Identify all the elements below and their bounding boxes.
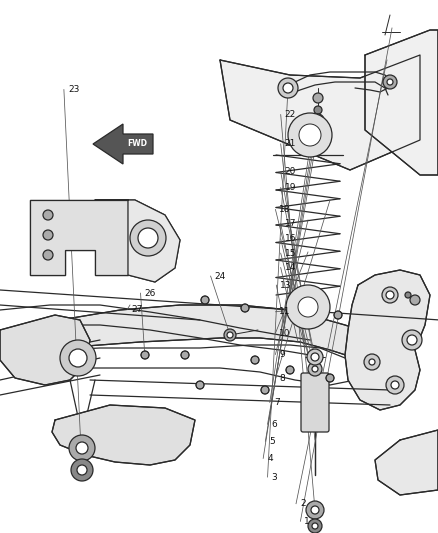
Circle shape <box>311 353 319 361</box>
Circle shape <box>196 381 204 389</box>
Text: 24: 24 <box>215 272 226 280</box>
Polygon shape <box>0 315 90 385</box>
Polygon shape <box>30 200 128 275</box>
FancyBboxPatch shape <box>301 373 329 432</box>
Circle shape <box>369 359 375 365</box>
Polygon shape <box>95 200 180 282</box>
Text: 8: 8 <box>279 374 285 383</box>
Circle shape <box>382 287 398 303</box>
Text: 17: 17 <box>285 220 296 228</box>
Circle shape <box>224 329 236 341</box>
Circle shape <box>386 376 404 394</box>
Text: 13: 13 <box>280 281 292 289</box>
Circle shape <box>313 93 323 103</box>
Circle shape <box>312 523 318 529</box>
Circle shape <box>383 75 397 89</box>
Circle shape <box>312 114 324 126</box>
Circle shape <box>43 230 53 240</box>
Circle shape <box>311 506 319 514</box>
Text: 4: 4 <box>267 454 273 463</box>
Circle shape <box>241 304 249 312</box>
Circle shape <box>326 374 334 382</box>
Polygon shape <box>375 430 438 495</box>
Circle shape <box>402 330 422 350</box>
Circle shape <box>334 311 342 319</box>
Circle shape <box>364 354 380 370</box>
Text: 14: 14 <box>285 263 296 272</box>
Circle shape <box>201 296 209 304</box>
Text: 20: 20 <box>285 167 296 176</box>
Circle shape <box>299 124 321 146</box>
Text: 16: 16 <box>285 235 296 243</box>
Text: 21: 21 <box>285 140 296 148</box>
Circle shape <box>43 250 53 260</box>
Circle shape <box>261 386 269 394</box>
Polygon shape <box>345 270 430 410</box>
Circle shape <box>138 228 158 248</box>
Circle shape <box>286 366 294 374</box>
Circle shape <box>283 83 293 93</box>
Circle shape <box>69 349 87 367</box>
Circle shape <box>60 340 96 376</box>
Text: 10: 10 <box>279 329 291 337</box>
Text: 26: 26 <box>145 289 156 297</box>
Circle shape <box>306 501 324 519</box>
Text: FWD: FWD <box>127 140 147 149</box>
Text: 15: 15 <box>285 249 296 257</box>
Text: 2: 2 <box>300 499 306 508</box>
Text: 22: 22 <box>285 110 296 119</box>
Text: 1: 1 <box>304 517 310 526</box>
Text: 9: 9 <box>279 350 285 359</box>
Circle shape <box>410 295 420 305</box>
Circle shape <box>298 297 318 317</box>
Text: 6: 6 <box>272 420 277 429</box>
Circle shape <box>251 356 259 364</box>
Circle shape <box>312 366 318 372</box>
Text: 3: 3 <box>272 473 277 481</box>
Polygon shape <box>93 124 153 164</box>
Polygon shape <box>52 405 195 465</box>
Text: 27: 27 <box>131 305 143 313</box>
Circle shape <box>386 291 394 299</box>
Circle shape <box>387 79 393 85</box>
Circle shape <box>405 292 411 298</box>
Circle shape <box>307 349 323 365</box>
Polygon shape <box>220 55 420 170</box>
Circle shape <box>71 459 93 481</box>
Circle shape <box>407 335 417 345</box>
Circle shape <box>314 106 322 114</box>
Circle shape <box>141 351 149 359</box>
Circle shape <box>77 465 87 475</box>
Text: 5: 5 <box>269 437 275 446</box>
Text: 18: 18 <box>279 205 291 214</box>
Text: 23: 23 <box>68 85 79 94</box>
Text: 7: 7 <box>274 398 279 407</box>
Circle shape <box>278 78 298 98</box>
Circle shape <box>43 210 53 220</box>
Circle shape <box>308 362 322 376</box>
Circle shape <box>227 332 233 338</box>
Circle shape <box>288 113 332 157</box>
Circle shape <box>76 442 88 454</box>
Circle shape <box>286 285 330 329</box>
Circle shape <box>391 381 399 389</box>
Text: 11: 11 <box>279 308 291 316</box>
Circle shape <box>69 435 95 461</box>
Polygon shape <box>60 305 375 358</box>
Text: 19: 19 <box>285 183 296 192</box>
Circle shape <box>130 220 166 256</box>
Circle shape <box>181 351 189 359</box>
Polygon shape <box>365 30 438 175</box>
Circle shape <box>308 519 322 533</box>
